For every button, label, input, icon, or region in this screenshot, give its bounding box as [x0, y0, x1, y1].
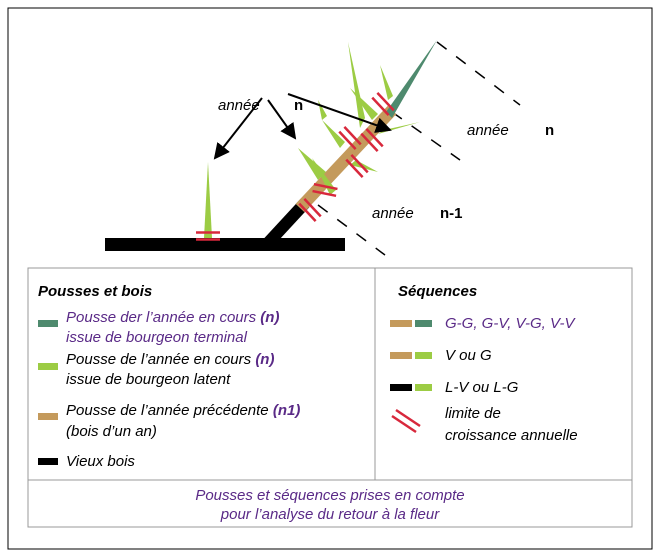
year-label: année — [218, 97, 260, 114]
legend-text: (bois d’un an) — [66, 423, 157, 440]
growth-limits — [196, 91, 395, 241]
swatch — [38, 413, 58, 420]
caption-box — [27, 479, 633, 528]
growth-limit — [365, 127, 384, 148]
growth-limit — [371, 96, 390, 117]
swatch — [391, 408, 421, 434]
legend-text: Pousse de l’année en cours (n) — [66, 351, 274, 368]
growth-limit — [312, 189, 337, 198]
frame — [7, 7, 653, 550]
swatch — [415, 320, 432, 327]
swatch — [390, 320, 412, 327]
legend-text: L-V ou L-G — [445, 379, 519, 396]
swatch — [390, 352, 412, 359]
legend-text: G-G, G-V, V-G, V-V — [445, 315, 576, 332]
growth-limit — [343, 125, 362, 146]
caption: Pousses et séquences prises en compte — [195, 487, 464, 504]
caption: pour l’analyse du retour à la fleur — [220, 506, 440, 523]
branch-drawing — [105, 40, 521, 256]
legend-title: Pousses et bois — [38, 283, 152, 300]
year-index: n-1 — [440, 205, 463, 222]
legend-text: limite de — [445, 405, 501, 422]
swatch — [38, 458, 58, 465]
swatch — [415, 384, 432, 391]
legend-text: Pousse de l’année précédente (n1) — [66, 402, 300, 419]
legend-text: issue de bourgeon terminal — [66, 329, 248, 346]
growth-limit — [350, 153, 369, 174]
swatch — [38, 320, 58, 327]
growth-limit — [345, 158, 364, 179]
growth-limit — [303, 197, 322, 218]
growth-limit — [298, 202, 317, 223]
growth-limit — [313, 182, 338, 191]
growth-limit — [338, 130, 357, 151]
swatch — [415, 352, 432, 359]
legend-text: croissance annuelle — [445, 427, 578, 444]
year-index: n — [294, 97, 303, 114]
swatch — [390, 384, 412, 391]
year-label: année — [467, 122, 509, 139]
growth-limit — [376, 91, 395, 112]
legend-text: V ou G — [445, 347, 492, 364]
legend-title: Séquences — [398, 283, 477, 300]
growth-limit — [360, 132, 379, 153]
legend-text: Pousse der l’année en cours (n) — [66, 309, 279, 326]
swatch — [38, 363, 58, 370]
year-label: année — [372, 205, 414, 222]
year-index: n — [545, 122, 554, 139]
legend-text: issue de bourgeon latent — [66, 371, 231, 388]
legend-text: Vieux bois — [66, 453, 135, 470]
